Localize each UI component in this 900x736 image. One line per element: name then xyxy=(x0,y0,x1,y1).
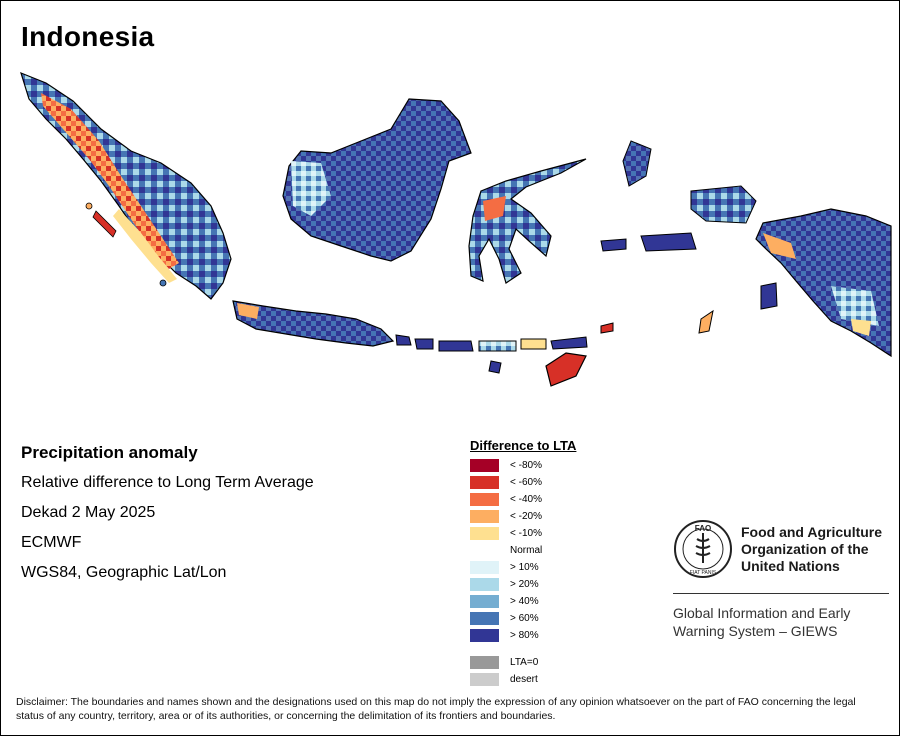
legend-other-swatch-0 xyxy=(470,656,499,669)
legend-wet-swatch-1 xyxy=(470,578,499,591)
fao-name-line-2: Organization of the xyxy=(741,540,869,557)
legend-dry-label-2: < -40% xyxy=(510,494,542,505)
precipitation-map xyxy=(20,71,892,387)
giews-line-1: Global Information and Early xyxy=(673,605,851,621)
legend-dry-label-1: < -60% xyxy=(510,477,542,488)
legend-dry-swatch-4 xyxy=(470,527,499,540)
legend-dry-row-1: < -60% xyxy=(470,474,576,491)
fao-branding: FAO FIAT PANIS Food and Agriculture Orga… xyxy=(673,519,889,640)
fao-name-line-3: United Nations xyxy=(741,557,840,574)
map-title: Indonesia xyxy=(21,21,155,52)
legend-other-swatch-1 xyxy=(470,673,499,686)
legend-wet-group: > 10% > 20% > 40% > 60% > 80% xyxy=(470,559,576,644)
papua-island xyxy=(755,208,892,358)
legend-wet-row-3: > 60% xyxy=(470,610,576,627)
info-line-4: WGS84, Geographic Lat/Lon xyxy=(21,564,227,581)
legend-wet-row-4: > 80% xyxy=(470,627,576,644)
nusa-tenggara-islands xyxy=(395,322,614,387)
fao-name: Food and Agriculture Organization of the… xyxy=(741,524,882,575)
legend-title: Difference to LTA xyxy=(470,438,577,453)
legend-dry-swatch-0 xyxy=(470,459,499,472)
sumatra-island xyxy=(20,71,232,300)
map-info: Precipitation anomaly Relative differenc… xyxy=(21,443,314,593)
disclaimer: Disclaimer: The boundaries and names sho… xyxy=(16,696,856,722)
legend-dry-row-2: < -40% xyxy=(470,491,576,508)
legend-wet-label-3: > 60% xyxy=(510,613,539,624)
legend-dry-row-3: < -20% xyxy=(470,508,576,525)
legend-dry-row-4: < -10% xyxy=(470,525,576,542)
legend-normal-label: Normal xyxy=(510,545,543,556)
giews-line-2: Warning System – GIEWS xyxy=(673,623,838,639)
legend-wet-label-1: > 20% xyxy=(510,579,539,590)
giews-label: Global Information and Early Warning Sys… xyxy=(673,604,889,640)
legend-other-label-1: desert xyxy=(510,674,538,685)
legend-dry-row-0: < -80% xyxy=(470,457,576,474)
fao-logo-icon: FAO FIAT PANIS xyxy=(674,520,732,578)
java-island xyxy=(232,300,395,347)
legend: Difference to LTA < -80% < -60% < -40% < -2… xyxy=(470,438,576,688)
maluku-islands xyxy=(600,140,778,334)
info-line-3: ECMWF xyxy=(21,534,82,551)
info-line-1: Relative difference to Long Term Average xyxy=(21,474,314,491)
legend-wet-row-0: > 10% xyxy=(470,559,576,576)
fao-name-line-1: Food and Agriculture xyxy=(741,523,883,540)
legend-other-row-0: LTA=0 xyxy=(470,654,576,671)
legend-dry-swatch-2 xyxy=(470,493,499,506)
legend-dry-label-3: < -20% xyxy=(510,511,542,522)
legend-wet-swatch-0 xyxy=(470,561,499,574)
legend-wet-swatch-2 xyxy=(470,595,499,608)
info-line-2: Dekad 2 May 2025 xyxy=(21,504,156,521)
legend-other-row-1: desert xyxy=(470,671,576,688)
legend-dry-label-0: < -80% xyxy=(510,460,542,471)
info-heading: Precipitation anomaly xyxy=(21,443,198,462)
legend-dry-label-4: < -10% xyxy=(510,528,542,539)
fao-logo-text: FAO xyxy=(695,524,711,533)
legend-dry-group: < -80% < -60% < -40% < -20% < -10% xyxy=(470,457,576,542)
fao-divider xyxy=(673,593,889,594)
fao-motto-text: FIAT PANIS xyxy=(690,570,717,576)
legend-other-label-0: LTA=0 xyxy=(510,657,539,668)
legend-wet-row-2: > 40% xyxy=(470,593,576,610)
legend-wet-label-0: > 10% xyxy=(510,562,539,573)
legend-wet-label-4: > 80% xyxy=(510,630,539,641)
legend-wet-row-1: > 20% xyxy=(470,576,576,593)
legend-wet-label-2: > 40% xyxy=(510,596,539,607)
legend-dry-swatch-1 xyxy=(470,476,499,489)
sulawesi-island xyxy=(468,158,587,284)
legend-wet-swatch-3 xyxy=(470,612,499,625)
legend-dry-swatch-3 xyxy=(470,510,499,523)
legend-other-group: LTA=0 desert xyxy=(470,654,576,688)
kalimantan-island xyxy=(282,98,472,262)
legend-wet-swatch-4 xyxy=(470,629,499,642)
